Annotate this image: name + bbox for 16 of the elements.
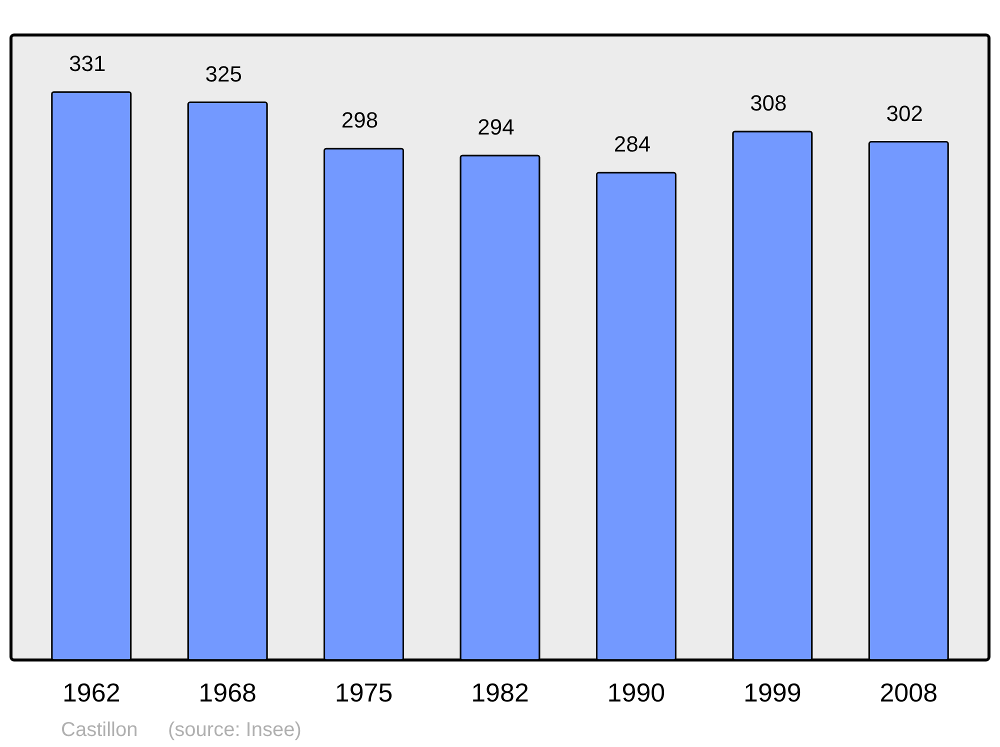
x-tick-label: 1999 — [744, 678, 802, 708]
x-tick-label: 2008 — [880, 678, 938, 708]
x-tick-label: 1975 — [334, 678, 393, 708]
data-label: 302 — [886, 100, 923, 126]
data-label: 284 — [614, 132, 651, 157]
x-tick-label: 1990 — [607, 678, 666, 708]
data-label: 325 — [205, 61, 242, 86]
data-label: 308 — [750, 90, 787, 116]
text: (source: Insee) — [168, 719, 302, 741]
data-label: 298 — [341, 108, 378, 133]
data-label: 331 — [69, 51, 106, 76]
data-label: 294 — [478, 114, 514, 140]
x-tick-label: 1982 — [471, 678, 529, 708]
x-tick-label: 1962 — [62, 678, 120, 708]
x-tick-label: 1968 — [198, 678, 256, 708]
text: Castillon — [61, 719, 138, 741]
